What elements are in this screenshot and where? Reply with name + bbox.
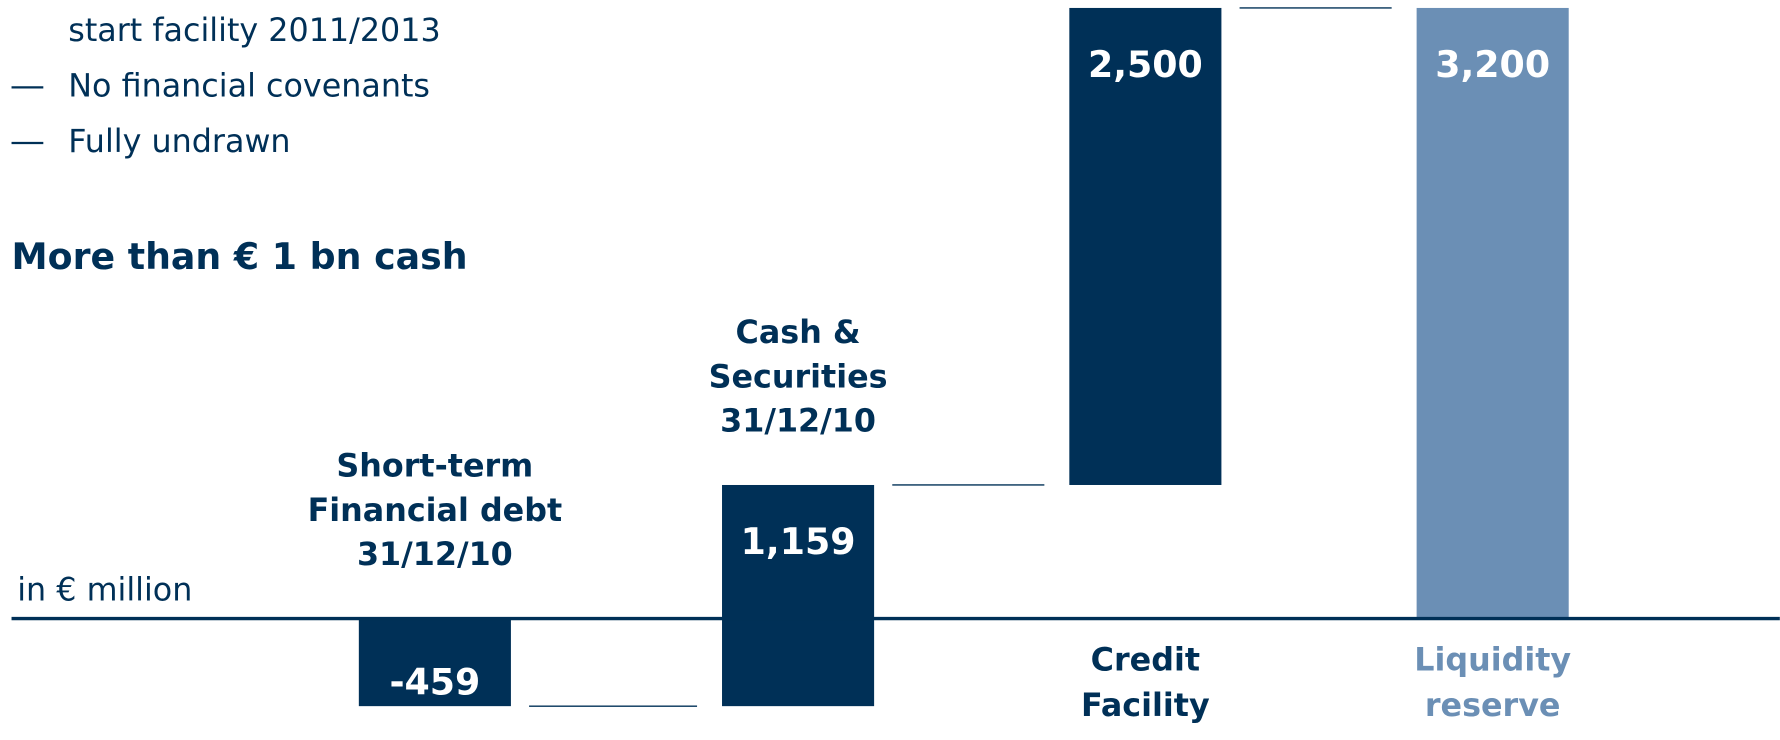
category-line: Liquidity: [1414, 643, 1571, 679]
value-label: 3,200: [1435, 43, 1550, 86]
bar: [1069, 7, 1222, 485]
category-label: Cash & Securities 31/12/10: [709, 315, 888, 440]
note: No financial covenants: [68, 68, 430, 104]
unit-label: in € million: [17, 572, 192, 608]
note: Fully undrawn: [68, 124, 290, 160]
bar: [722, 484, 875, 707]
category-line: 31/12/10: [720, 404, 876, 440]
value-label: 2,500: [1088, 43, 1203, 86]
note: start facility 2011/2013: [68, 13, 440, 49]
bar: [358, 618, 511, 707]
category-line: Securities: [709, 359, 888, 395]
category-label: Liquidity reserve: [1414, 643, 1571, 724]
category-line: Credit: [1091, 643, 1200, 679]
category-line: Financial debt: [308, 493, 563, 529]
category-line: Short-term: [336, 449, 533, 485]
category-line: reserve: [1425, 688, 1561, 724]
category-line: Cash &: [736, 315, 861, 351]
category-label: Short-term Financial debt 31/12/10: [308, 449, 563, 574]
heading: More than € 1 bn cash: [12, 235, 468, 278]
category-line: Facility: [1081, 688, 1210, 724]
category-label: Credit Facility: [1081, 643, 1210, 724]
bar: [1416, 7, 1569, 619]
value-label: 1,159: [741, 520, 856, 563]
category-line: 31/12/10: [357, 537, 513, 573]
value-label: -459: [389, 660, 480, 703]
